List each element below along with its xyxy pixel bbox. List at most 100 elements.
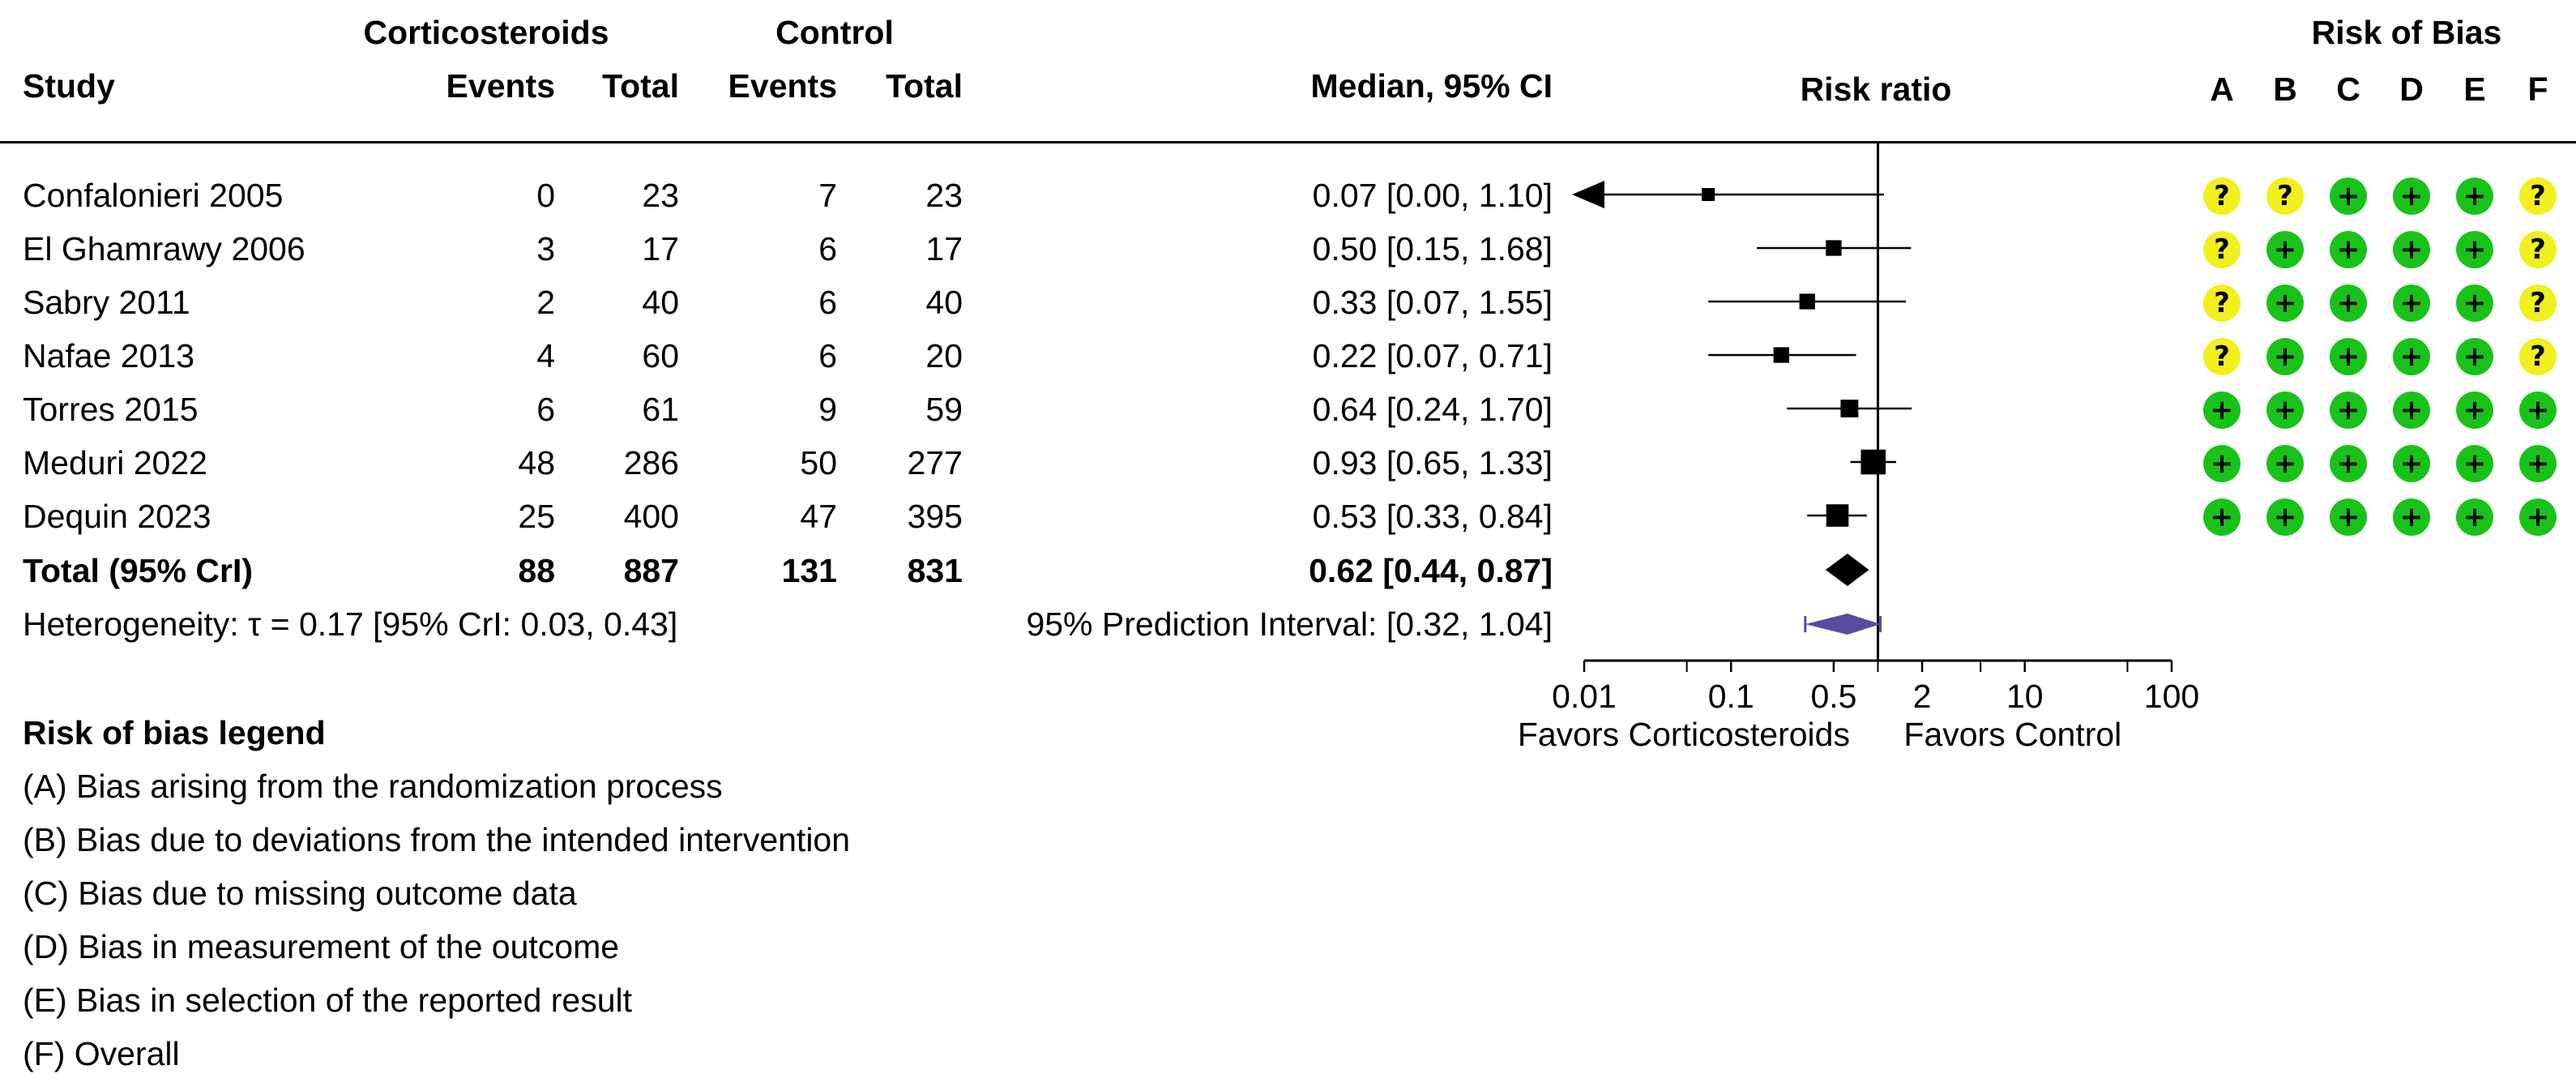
ci-text: 0.53 [0.33, 0.84] — [1312, 498, 1553, 535]
total2-header: Total — [886, 67, 963, 105]
group1-header: Corticosteroids — [363, 14, 609, 51]
low-risk-icon: + — [2266, 338, 2304, 375]
events1: 25 — [518, 498, 555, 535]
total1: 400 — [623, 498, 679, 535]
pooled-diamond — [1825, 554, 1869, 586]
legend-item: (D) Bias in measurement of the outcome — [23, 928, 620, 965]
low-risk-icon: + — [2519, 391, 2557, 429]
events2: 6 — [818, 230, 837, 267]
events2: 6 — [818, 284, 837, 321]
low-risk-icon: + — [2266, 285, 2304, 322]
point-estimate-marker — [1773, 347, 1789, 363]
total1-header: Total — [602, 67, 679, 105]
low-risk-icon: + — [2266, 445, 2304, 482]
some-concerns-icon: ? — [2519, 285, 2557, 322]
total2: 277 — [907, 444, 963, 481]
x-tick-label: 0.01 — [1552, 678, 1617, 715]
events1: 48 — [518, 444, 555, 481]
rob-domain-e: E — [2463, 71, 2486, 108]
low-risk-icon: + — [2266, 231, 2304, 268]
total1: 17 — [642, 230, 679, 267]
study-name: Meduri 2022 — [23, 444, 207, 481]
events1: 6 — [536, 391, 555, 428]
events2: 9 — [818, 391, 837, 428]
rob-domain-d: D — [2399, 71, 2424, 108]
total-events1: 88 — [518, 552, 555, 589]
low-risk-icon: + — [2393, 338, 2430, 375]
point-estimate-marker — [1799, 293, 1815, 310]
events2: 50 — [800, 444, 837, 481]
low-risk-icon: + — [2266, 391, 2304, 429]
low-risk-icon: + — [2456, 338, 2493, 375]
rob-header: Risk of Bias — [2311, 14, 2502, 51]
low-risk-icon: + — [2393, 498, 2430, 536]
total2: 40 — [925, 284, 963, 321]
study-name: Confalonieri 2005 — [23, 177, 284, 214]
total-events2: 131 — [781, 552, 837, 589]
events2: 47 — [800, 498, 837, 535]
legend-item: (B) Bias due to deviations from the inte… — [23, 821, 851, 858]
study-header: Study — [23, 67, 115, 105]
total-ci: 0.62 [0.44, 0.87] — [1309, 552, 1553, 589]
low-risk-icon: + — [2203, 445, 2241, 482]
legend-item: (F) Overall — [23, 1035, 180, 1072]
total-label: Total (95% CrI) — [23, 552, 253, 589]
total1: 60 — [642, 337, 679, 374]
rob-domain-a: A — [2210, 71, 2234, 108]
legend-title: Risk of bias legend — [23, 714, 326, 751]
forest-plot: 0.01 0.1 0.5 2 10 100 Favors Corticosteroids Fa… — [1518, 142, 2199, 753]
some-concerns-icon: ? — [2203, 178, 2241, 215]
low-risk-icon: + — [2330, 178, 2367, 215]
legend-item: (C) Bias due to missing outcome data — [23, 875, 577, 912]
low-risk-icon: + — [2330, 445, 2367, 482]
point-estimate-marker — [1840, 400, 1859, 417]
total1: 23 — [642, 177, 679, 214]
some-concerns-icon: ? — [2519, 338, 2557, 375]
point-estimate-marker — [1826, 504, 1849, 527]
prediction-interval-text: 95% Prediction Interval: [0.32, 1.04] — [1026, 605, 1553, 643]
prediction-interval-diamond — [1805, 614, 1881, 635]
x-tick-label: 0.1 — [1708, 678, 1754, 715]
low-risk-icon: + — [2456, 391, 2493, 429]
total2: 20 — [925, 337, 963, 374]
point-estimate-marker — [1702, 188, 1715, 201]
low-risk-icon: + — [2330, 231, 2367, 268]
events2-header: Events — [728, 67, 837, 105]
events1: 0 — [536, 177, 555, 214]
ci-text: 0.22 [0.07, 0.71] — [1312, 337, 1553, 374]
header-rule — [0, 141, 2576, 143]
study-name: El Ghamrawy 2006 — [23, 230, 305, 267]
low-risk-icon: + — [2393, 231, 2430, 268]
legend-item: (E) Bias in selection of the reported re… — [23, 982, 633, 1019]
events1-header: Events — [446, 67, 555, 105]
low-risk-icon: + — [2519, 445, 2557, 482]
point-estimate-marker — [1860, 449, 1886, 475]
x-tick-label: 0.5 — [1810, 678, 1856, 715]
low-risk-icon: + — [2456, 178, 2493, 215]
study-name: Nafae 2013 — [23, 337, 195, 374]
some-concerns-icon: ? — [2519, 178, 2557, 215]
group2-header: Control — [775, 14, 894, 51]
low-risk-icon: + — [2393, 445, 2430, 482]
low-risk-icon: + — [2330, 285, 2367, 322]
ci-text: 0.93 [0.65, 1.33] — [1312, 444, 1553, 481]
ci-text: 0.33 [0.07, 1.55] — [1312, 284, 1553, 321]
low-risk-icon: + — [2330, 338, 2367, 375]
x-tick-label: 10 — [2006, 678, 2044, 715]
low-risk-icon: + — [2203, 498, 2241, 536]
x-tick-label: 100 — [2144, 678, 2199, 715]
events1: 3 — [536, 230, 555, 267]
total2: 23 — [925, 177, 963, 214]
low-risk-icon: + — [2519, 498, 2557, 536]
total-total1: 887 — [623, 552, 679, 589]
total1: 61 — [642, 391, 679, 428]
ci-text: 0.64 [0.24, 1.70] — [1312, 391, 1553, 428]
low-risk-icon: + — [2456, 231, 2493, 268]
some-concerns-icon: ? — [2266, 178, 2304, 215]
low-risk-icon: + — [2393, 178, 2430, 215]
some-concerns-icon: ? — [2519, 231, 2557, 268]
low-risk-icon: + — [2393, 391, 2430, 429]
events1: 4 — [536, 337, 555, 374]
favors-left-label: Favors Corticosteroids — [1518, 716, 1850, 753]
some-concerns-icon: ? — [2203, 338, 2241, 375]
